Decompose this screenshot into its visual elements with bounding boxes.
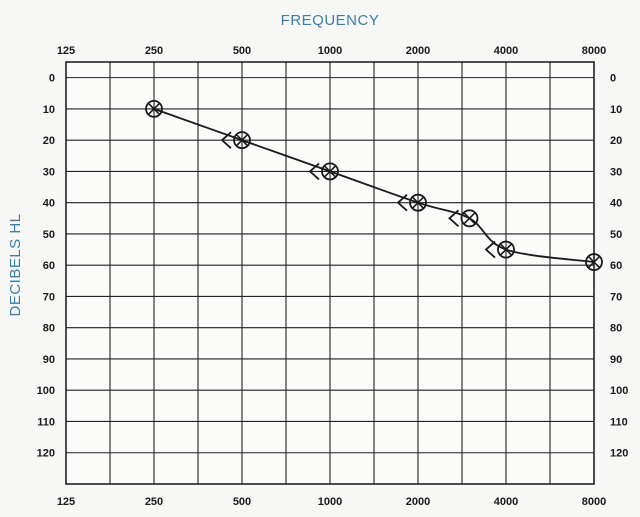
x-tick-label-bottom: 1000	[318, 496, 342, 508]
y-axis-title: DECIBELS HL	[7, 213, 24, 316]
data-point-x-marker	[323, 165, 337, 178]
data-point-circle-marker	[585, 253, 603, 271]
y-tick-label-right: 10	[610, 104, 622, 116]
x-axis-title: FREQUENCY	[281, 12, 380, 29]
data-point-circle-marker	[321, 162, 339, 181]
data-point-x-marker	[587, 255, 601, 269]
x-tick-label-top: 2000	[406, 45, 430, 57]
x-tick-label-bottom: 8000	[582, 496, 606, 508]
data-point-x-marker	[147, 102, 161, 116]
y-tick-label-right: 60	[610, 260, 622, 272]
y-tick-label-left: 10	[43, 104, 55, 116]
x-tick-label-top: 125	[57, 45, 75, 57]
y-tick-label-left: 70	[43, 291, 55, 303]
data-point-circle-marker	[409, 193, 427, 212]
x-tick-label-top: 8000	[582, 45, 606, 57]
data-point-bracket-marker	[220, 131, 232, 149]
y-tick-label-right: 120	[610, 448, 628, 460]
data-point-x-marker	[463, 212, 476, 225]
x-tick-label-bottom: 2000	[406, 496, 430, 508]
y-tick-label-right: 0	[610, 73, 616, 85]
y-tick-label-right: 50	[610, 229, 622, 241]
y-tick-label-left: 0	[49, 73, 55, 85]
y-tick-label-right: 20	[610, 135, 622, 147]
data-point-x-marker	[411, 196, 425, 209]
data-point-circle-marker	[145, 99, 163, 118]
x-tick-label-bottom: 4000	[494, 496, 518, 508]
y-tick-label-left: 60	[43, 260, 55, 272]
data-point-circle-marker	[460, 209, 479, 228]
y-tick-label-left: 50	[43, 229, 55, 241]
x-tick-label-bottom: 250	[145, 496, 163, 508]
x-tick-label-top: 500	[233, 45, 251, 57]
y-tick-label-right: 80	[610, 323, 622, 335]
y-tick-label-left: 30	[43, 166, 55, 178]
y-tick-label-left: 100	[37, 385, 55, 397]
data-point-bracket-marker	[396, 193, 408, 212]
data-point-bracket-marker	[308, 162, 320, 181]
x-tick-label-bottom: 500	[233, 496, 251, 508]
x-tick-label-top: 4000	[494, 45, 518, 57]
y-tick-label-right: 110	[610, 416, 628, 428]
y-tick-label-left: 120	[37, 448, 55, 460]
y-tick-label-right: 30	[610, 166, 622, 178]
y-tick-label-left: 40	[43, 198, 55, 210]
y-tick-label-right: 90	[610, 354, 622, 366]
data-point-bracket-marker	[448, 209, 460, 227]
data-point-x-marker	[499, 243, 513, 256]
y-tick-label-right: 100	[610, 385, 628, 397]
y-tick-label-left: 110	[37, 416, 55, 428]
data-point-circle-marker	[497, 240, 515, 259]
data-point-x-marker	[235, 133, 249, 147]
x-tick-label-top: 250	[145, 45, 163, 57]
y-tick-label-left: 90	[43, 354, 55, 366]
data-point-bracket-marker	[484, 240, 496, 259]
data-point-circle-marker	[233, 131, 251, 150]
y-tick-label-left: 80	[43, 323, 55, 335]
x-tick-label-bottom: 125	[57, 496, 75, 508]
x-tick-label-top: 1000	[318, 45, 342, 57]
y-tick-label-right: 70	[610, 291, 622, 303]
y-tick-label-right: 40	[610, 198, 622, 210]
y-tick-label-left: 20	[43, 135, 55, 147]
